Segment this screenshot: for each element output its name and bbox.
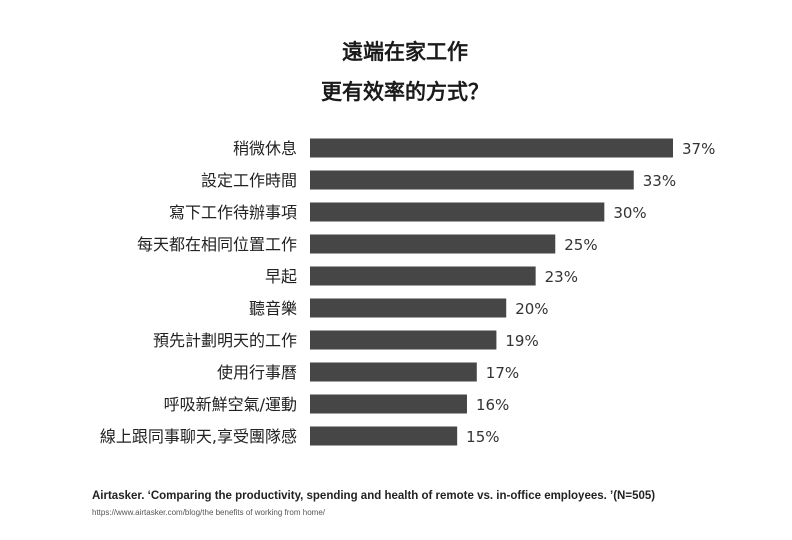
chart-title-line-1: 遠端在家工作 [342, 40, 468, 64]
source-citation: Airtasker. ‘Comparing the productivity, … [92, 490, 656, 502]
bar [310, 170, 634, 190]
category-label: 呼吸新鮮空氣/運動 [164, 395, 297, 414]
data-label: 23% [545, 268, 578, 286]
category-label: 預先計劃明天的工作 [153, 331, 297, 350]
data-label: 17% [486, 364, 519, 382]
bar [310, 362, 477, 382]
category-label: 聽音樂 [249, 299, 297, 318]
chart-title-line-2: 更有效率的方式？ [321, 80, 489, 104]
source-url: https://www.airtasker.com/blog/the benef… [92, 508, 325, 517]
category-label: 早起 [265, 267, 297, 286]
bar [310, 138, 673, 158]
category-label: 寫下工作待辦事項 [169, 203, 297, 222]
category-label: 線上跟同事聊天,享受團隊感 [100, 427, 297, 446]
category-label: 稍微休息 [233, 139, 297, 158]
bar [310, 426, 458, 446]
data-label: 30% [613, 204, 646, 222]
bar [310, 266, 536, 286]
data-label: 37% [682, 140, 715, 158]
category-label: 設定工作時間 [201, 171, 297, 190]
data-label: 20% [515, 300, 548, 318]
category-label: 每天都在相同位置工作 [137, 235, 297, 254]
data-label: 33% [643, 172, 676, 190]
bar [310, 234, 556, 254]
bar [310, 394, 467, 414]
bar [310, 330, 497, 350]
data-label: 15% [466, 428, 499, 446]
category-label: 使用行事曆 [217, 363, 297, 382]
bar-chart: 稍微休息 37% 設定工作時間 33% 寫下工作待辦事項 30% 每天都在相同位置工作 25%… [100, 138, 715, 446]
bar [310, 202, 605, 222]
data-label: 25% [564, 236, 597, 254]
data-label: 16% [476, 396, 509, 414]
bar [310, 298, 507, 318]
data-label: 19% [505, 332, 538, 350]
